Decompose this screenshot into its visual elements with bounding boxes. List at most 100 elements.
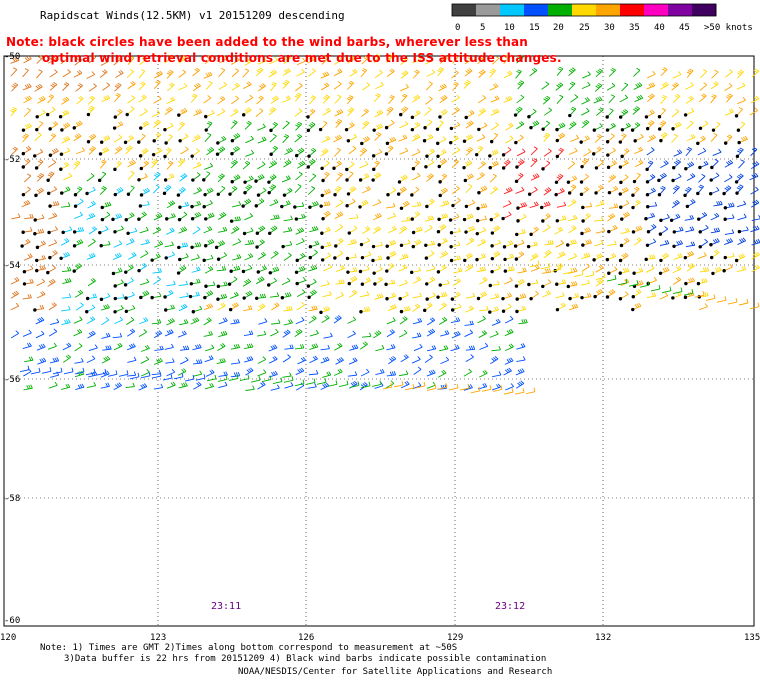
wind-barbs	[10, 54, 760, 395]
wind-barb	[35, 109, 46, 119]
wind-barb	[270, 328, 279, 337]
wind-barb	[184, 374, 195, 382]
wind-barb	[61, 135, 71, 144]
wind-barb	[74, 343, 83, 352]
wind-barb	[478, 330, 488, 338]
contamination-dot	[359, 310, 363, 314]
wind-barb	[164, 329, 174, 337]
contamination-dot	[125, 112, 129, 117]
wind-barb	[217, 302, 226, 311]
wind-barb	[87, 278, 96, 287]
wind-barb	[48, 201, 60, 208]
wind-barb	[239, 374, 250, 382]
wind-barb	[139, 290, 150, 300]
wind-barb	[244, 253, 254, 261]
wind-barb	[725, 69, 733, 78]
contamination-dot	[360, 141, 364, 146]
wind-barb	[685, 226, 695, 233]
wind-barb	[283, 215, 293, 222]
wind-barb	[295, 82, 303, 92]
wind-barb	[192, 226, 201, 235]
wind-barb	[73, 198, 84, 208]
wind-barb	[270, 95, 279, 104]
wind-barb	[711, 266, 722, 276]
contamination-dot	[308, 205, 312, 209]
wind-barb	[410, 121, 421, 132]
contamination-dot	[436, 230, 441, 234]
contamination-dot	[399, 112, 403, 117]
contamination-dot	[672, 166, 676, 170]
wind-barb	[178, 133, 189, 143]
wind-barb	[295, 238, 305, 246]
wind-barb	[255, 293, 267, 301]
wind-barb	[424, 250, 435, 260]
wind-barb	[270, 214, 280, 220]
wind-barb	[101, 94, 111, 103]
wind-barb	[268, 225, 278, 236]
contamination-dot	[618, 271, 622, 275]
contamination-dot	[735, 191, 739, 195]
wind-barb	[256, 265, 268, 274]
contamination-dot	[451, 203, 455, 208]
wind-barb	[409, 266, 421, 275]
wind-barb	[296, 301, 305, 311]
wind-barb	[593, 288, 604, 299]
contamination-dot	[372, 271, 376, 275]
wind-barb	[596, 107, 604, 116]
wind-barb	[751, 251, 760, 260]
wind-barb	[751, 68, 760, 78]
wind-barb	[204, 132, 212, 142]
contamination-dot	[671, 178, 675, 183]
wind-barb	[358, 265, 370, 274]
contamination-dot	[216, 192, 220, 197]
contamination-dot	[360, 255, 365, 260]
wind-barb	[243, 330, 254, 336]
contamination-dot	[489, 139, 494, 144]
contamination-dot	[723, 206, 728, 210]
wind-barb	[618, 252, 629, 263]
wind-barb	[295, 252, 306, 263]
wind-barb	[217, 96, 226, 105]
wind-barb	[52, 367, 63, 375]
wind-barb	[423, 302, 433, 313]
wind-barb	[736, 121, 746, 132]
wind-barb	[294, 147, 305, 158]
wind-barb	[491, 55, 500, 65]
wind-barb	[400, 83, 409, 92]
wind-barb	[750, 225, 760, 233]
wind-barb	[581, 119, 590, 129]
wind-barb	[231, 95, 239, 105]
wind-barb	[375, 81, 384, 90]
contamination-dot	[645, 167, 649, 172]
contamination-dot	[72, 244, 77, 248]
wind-barb	[412, 56, 422, 64]
wind-barb	[151, 159, 159, 169]
wind-barb	[683, 107, 695, 117]
contamination-dot	[710, 165, 714, 170]
wind-barb	[530, 173, 540, 181]
wind-barb	[177, 121, 185, 131]
wind-barb	[63, 354, 71, 363]
wind-barb	[438, 83, 447, 92]
wind-barb	[344, 122, 355, 132]
contamination-dot	[255, 296, 259, 301]
wind-barb	[347, 225, 358, 235]
contamination-dot	[188, 294, 193, 299]
wind-barb	[750, 147, 758, 157]
wind-barb	[320, 280, 330, 287]
contamination-dot	[513, 244, 518, 248]
wind-barb	[257, 123, 266, 131]
wind-barb	[309, 329, 319, 337]
contamination-dot	[698, 230, 702, 234]
wind-barb	[268, 344, 278, 352]
contamination-dot	[202, 258, 206, 263]
wind-barb	[426, 69, 436, 77]
wind-barb	[99, 240, 111, 248]
wind-barb	[192, 370, 203, 377]
wind-barb	[21, 200, 31, 208]
color-scale-label: 20	[553, 23, 564, 33]
contamination-dot	[86, 112, 91, 117]
wind-barb	[165, 227, 175, 235]
wind-barb	[113, 225, 124, 234]
